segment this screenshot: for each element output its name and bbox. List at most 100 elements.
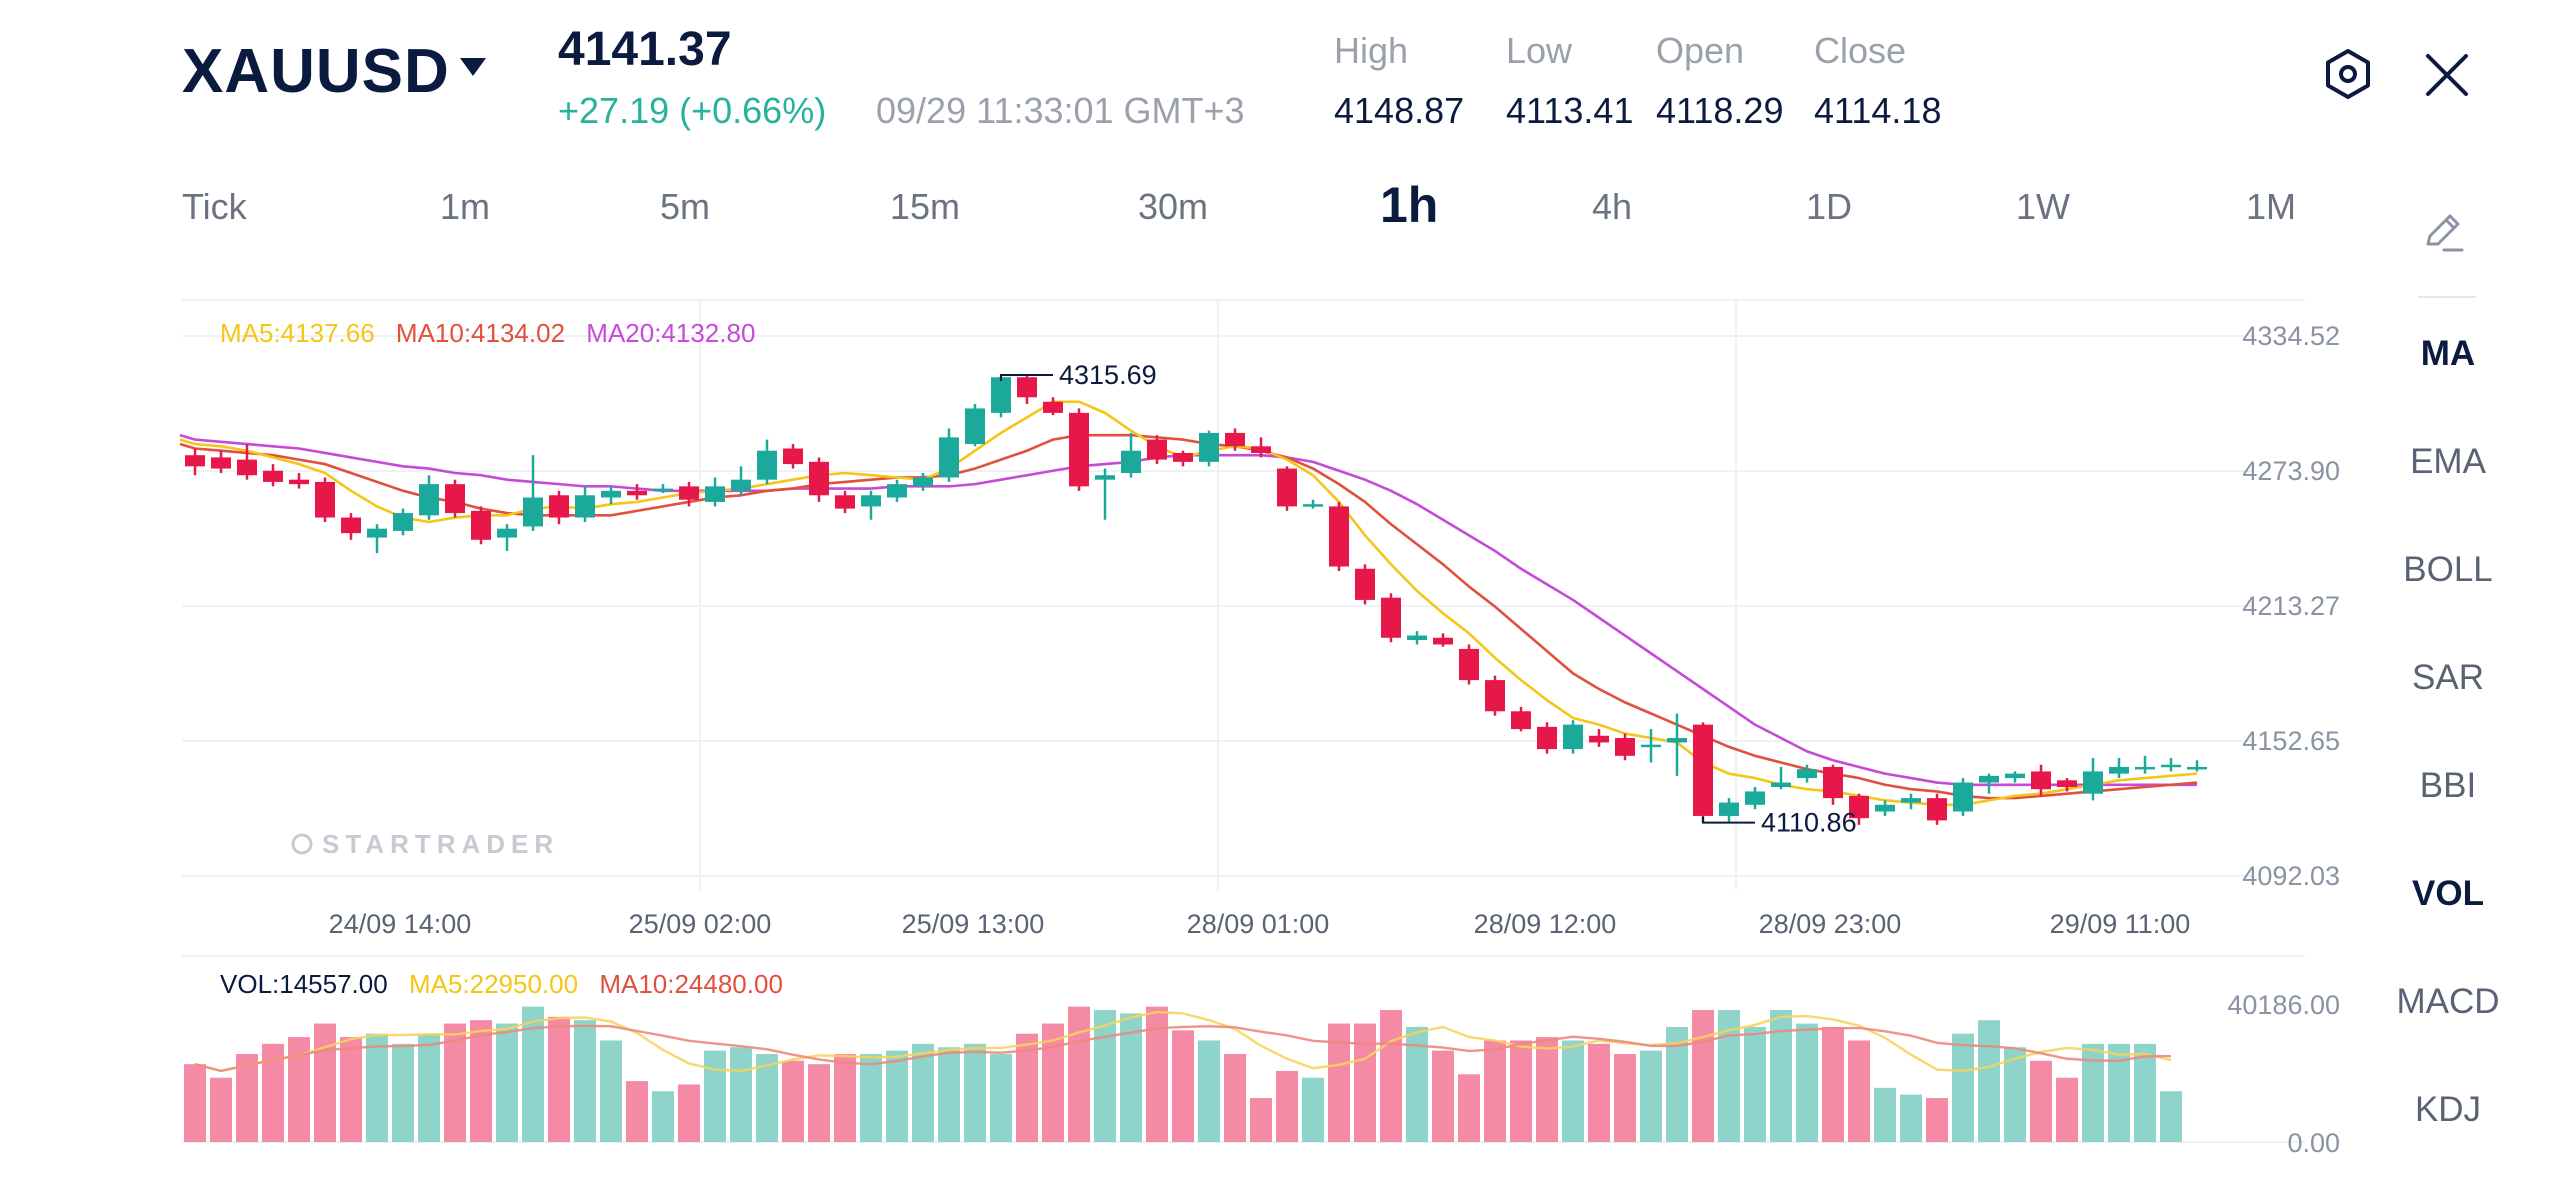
indicator-ma[interactable]: MA	[2420, 334, 2476, 373]
indicator-vol[interactable]: VOL	[2412, 874, 2484, 913]
symbol-selector[interactable]: XAUUSD	[182, 36, 450, 107]
caret-down-icon[interactable]	[460, 58, 486, 76]
candle-body	[1121, 450, 1141, 473]
settings-hexagon-icon[interactable]	[2322, 48, 2374, 100]
volume-bar	[1068, 1006, 1090, 1142]
candle-body	[757, 450, 777, 480]
volume-bar	[1458, 1074, 1480, 1142]
candle-body	[1381, 597, 1401, 638]
volume-bar	[574, 1020, 596, 1142]
volume-bar	[418, 1033, 440, 1142]
y-tick-label: 4273.90	[2242, 456, 2340, 486]
volume-bar	[470, 1020, 492, 1142]
line-ma20	[179, 433, 2197, 787]
watermark-logo-icon	[291, 833, 313, 855]
x-tick-label: 28/09 01:00	[1187, 909, 1330, 939]
volume-bar	[210, 1077, 232, 1142]
tab-30m[interactable]: 30m	[1138, 186, 1209, 227]
candle-body	[1095, 475, 1115, 480]
volume-bar	[1380, 1010, 1402, 1142]
candle-body	[1511, 711, 1531, 730]
candle-body	[939, 437, 959, 478]
tab-1w[interactable]: 1W	[2016, 186, 2070, 227]
candle-body	[1173, 452, 1193, 462]
indicator-sar[interactable]: SAR	[2412, 658, 2484, 697]
candle-body	[2187, 766, 2207, 770]
svg-text:MA5:4137.66 MA10:4134.02: MA5:4137.66 MA10:4134.02 MA20:4132.80	[220, 318, 755, 348]
candle-body	[471, 510, 491, 540]
volume-bar	[1744, 1026, 1766, 1142]
candle-body	[991, 377, 1011, 413]
tab-tick[interactable]: Tick	[182, 186, 247, 227]
volume-bar	[1614, 1054, 1636, 1142]
candle-body	[1693, 724, 1713, 816]
high-label: High	[1334, 30, 1409, 71]
close-icon[interactable]	[2422, 50, 2472, 100]
volume-bar	[1978, 1020, 2000, 1142]
candle-body	[705, 486, 725, 502]
candle-body	[809, 461, 829, 496]
volume-bar	[2134, 1043, 2156, 1142]
candle-body	[419, 484, 439, 516]
volume-bar	[2004, 1047, 2026, 1142]
volume-bar	[2160, 1091, 2182, 1142]
candle-body	[1329, 506, 1349, 567]
candle-body	[913, 477, 933, 487]
volume-bar	[1406, 1026, 1428, 1142]
volume-bar	[990, 1054, 1012, 1142]
candles	[185, 375, 2207, 825]
open-value: 4118.29	[1656, 90, 1784, 131]
indicator-ema[interactable]: EMA	[2410, 442, 2486, 481]
volume-bar	[1172, 1030, 1194, 1142]
watermark: STARTRADER	[291, 829, 559, 859]
pencil-draw-icon[interactable]	[2422, 210, 2466, 254]
line-ma10	[179, 433, 2198, 800]
candle-body	[731, 479, 751, 491]
volume-bar	[1146, 1006, 1168, 1142]
tab-1h[interactable]: 1h	[1380, 177, 1439, 233]
volume-bar	[288, 1037, 310, 1142]
volume-bar	[678, 1084, 700, 1142]
candle-body	[1667, 737, 1687, 743]
tab-5m[interactable]: 5m	[660, 186, 711, 227]
ma-lines	[179, 400, 2198, 807]
tab-15m[interactable]: 15m	[890, 186, 961, 227]
candle-body	[1433, 637, 1453, 645]
candle-body	[2031, 771, 2051, 790]
candle-body	[627, 490, 647, 496]
candle-body	[367, 528, 387, 538]
candle-body	[263, 470, 283, 482]
candle-body	[393, 513, 413, 531]
volume-bar	[1718, 1010, 1740, 1142]
tab-1d[interactable]: 1D	[1806, 186, 1853, 227]
tab-4h[interactable]: 4h	[1592, 186, 1633, 227]
watermark-text: STARTRADER	[322, 829, 559, 859]
volume-bar	[756, 1054, 778, 1142]
volume-bar	[1510, 1040, 1532, 1142]
volume-bar	[1926, 1098, 1948, 1142]
close-label: Close	[1814, 30, 1907, 71]
indicator-bbi[interactable]: BBI	[2419, 766, 2477, 805]
volume-bar	[1302, 1077, 1324, 1142]
time-axis: 24/09 14:00 25/09 02:00 25/09 13:00 28/09 0…	[329, 909, 2191, 939]
sidebar-divider	[2418, 296, 2476, 298]
indicator-macd[interactable]: MACD	[2396, 982, 2500, 1021]
candle-body	[185, 455, 205, 467]
price-chart[interactable]: STARTRADER 4315.69 4110.86 4334.52 4273.90…	[0, 0, 2360, 1177]
volume-bar	[704, 1050, 726, 1142]
tab-1m[interactable]: 1m	[440, 186, 491, 227]
legend-ma5: MA5:4137.66	[220, 318, 375, 348]
candle-body	[1069, 412, 1089, 487]
close-value: 4114.18	[1814, 90, 1942, 131]
candle-body	[1615, 737, 1635, 756]
candle-body	[1771, 782, 1791, 787]
volume-bar	[496, 1023, 518, 1142]
candle-body	[1849, 795, 1869, 819]
indicator-kdj[interactable]: KDJ	[2414, 1090, 2482, 1129]
volume-bar	[1822, 1026, 1844, 1142]
tab-1mo[interactable]: 1M	[2246, 186, 2297, 227]
volume-bar	[2108, 1043, 2130, 1142]
volume-bar	[1848, 1040, 1870, 1142]
indicator-boll[interactable]: BOLL	[2403, 550, 2493, 589]
candle-body	[1199, 432, 1219, 462]
